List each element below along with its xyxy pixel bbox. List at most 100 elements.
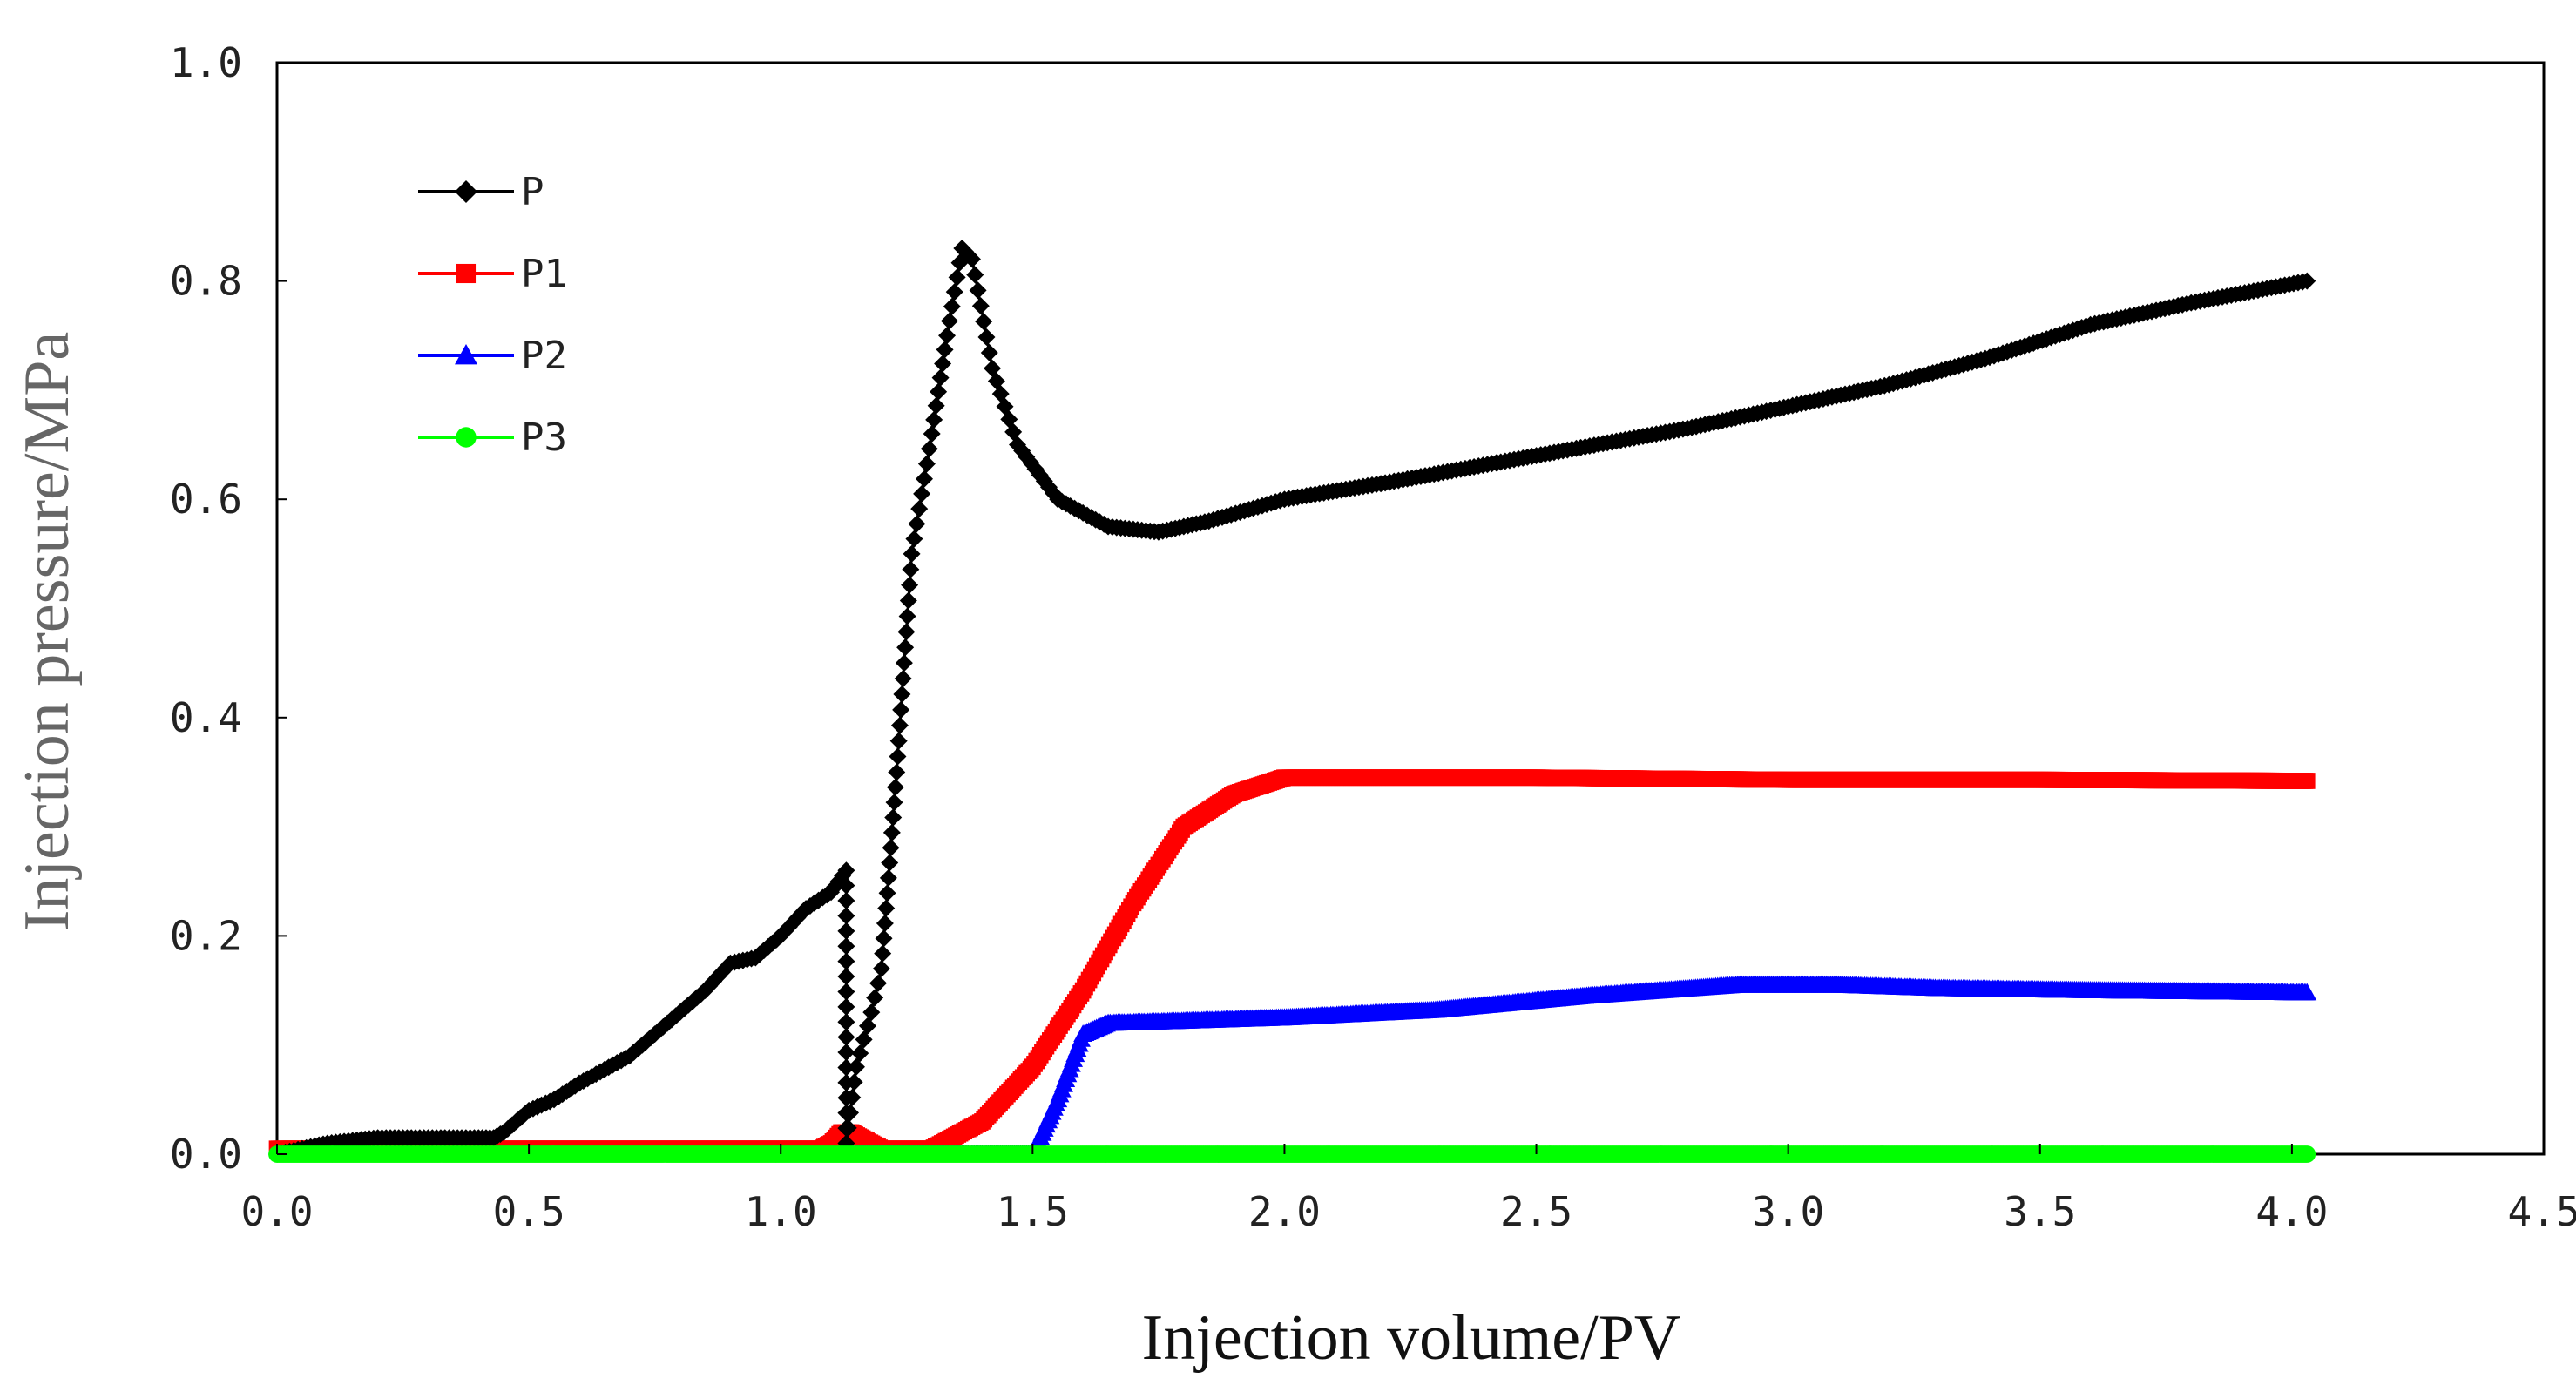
y-tick-label: 0.8 xyxy=(170,258,242,305)
legend-item: P xyxy=(418,170,544,214)
x-axis-label: Injection volume/PV xyxy=(1142,1302,1681,1374)
x-axis-ticks: 0.0 0.5 1.0 1.5 2.0 2.5 3.0 3.5 4.0 4.5 xyxy=(240,1144,2576,1235)
data-point xyxy=(855,1030,873,1049)
series-layer xyxy=(268,240,2317,1163)
data-point xyxy=(837,1013,855,1031)
data-point xyxy=(910,500,929,518)
legend-item: P1 xyxy=(418,252,567,296)
data-point xyxy=(839,1118,857,1137)
data-point xyxy=(837,861,855,880)
legend-item: P3 xyxy=(418,416,567,460)
x-tick-label: 4.0 xyxy=(2255,1188,2328,1235)
x-tick-label: 3.5 xyxy=(2004,1188,2076,1235)
x-tick-label: 2.0 xyxy=(1248,1188,1321,1235)
y-tick-label: 0.6 xyxy=(170,476,242,523)
data-point xyxy=(899,591,917,610)
data-point xyxy=(913,484,931,503)
data-point xyxy=(889,732,908,750)
x-tick-label: 1.0 xyxy=(745,1188,817,1235)
data-point xyxy=(878,884,896,902)
data-point xyxy=(837,937,855,956)
data-point xyxy=(837,952,855,970)
legend-label: P1 xyxy=(521,252,567,296)
data-point xyxy=(892,700,910,719)
data-point xyxy=(927,396,945,415)
data-point xyxy=(875,929,893,948)
data-point xyxy=(851,1044,869,1063)
data-point xyxy=(837,1028,855,1046)
data-point xyxy=(879,868,897,887)
legend-marker xyxy=(456,263,477,284)
data-point xyxy=(905,530,923,548)
legend-label: P3 xyxy=(521,416,567,460)
data-point xyxy=(837,907,855,925)
data-point xyxy=(869,974,888,992)
data-point xyxy=(884,808,903,827)
y-tick-label: 1.0 xyxy=(170,39,242,86)
x-tick-label: 1.5 xyxy=(997,1188,1069,1235)
data-point xyxy=(893,685,911,703)
data-point xyxy=(866,989,884,1007)
data-point xyxy=(837,997,855,1016)
series-p3 xyxy=(268,1145,2316,1163)
legend-item: P2 xyxy=(418,334,567,378)
data-point xyxy=(945,283,963,301)
data-point xyxy=(903,544,921,563)
data-point xyxy=(888,763,906,781)
data-point xyxy=(2298,1145,2316,1163)
data-point xyxy=(2298,773,2316,789)
data-point xyxy=(897,623,916,641)
data-point xyxy=(917,455,936,473)
y-axis-label: Injection pressure/MPa xyxy=(11,332,83,931)
legend: P P1 P2 P3 xyxy=(418,170,567,460)
data-point xyxy=(837,892,855,910)
data-point xyxy=(872,959,890,977)
data-point xyxy=(843,1088,862,1106)
data-point xyxy=(934,355,952,373)
data-point xyxy=(963,250,981,268)
legend-marker xyxy=(455,344,477,365)
data-point xyxy=(858,1017,876,1035)
y-tick-label: 0.4 xyxy=(170,694,242,741)
data-point xyxy=(886,778,904,796)
data-point xyxy=(837,983,855,1001)
data-point xyxy=(940,312,958,330)
data-point xyxy=(842,1104,860,1122)
data-point xyxy=(877,899,896,917)
data-point xyxy=(881,854,899,872)
data-point xyxy=(882,823,901,841)
legend-label: P2 xyxy=(521,334,567,378)
data-point xyxy=(885,794,903,812)
y-axis-ticks: 0.0 0.2 0.4 0.6 0.8 1.0 xyxy=(170,39,287,1178)
data-point xyxy=(2297,983,2317,1001)
x-tick-label: 0.0 xyxy=(240,1188,313,1235)
data-point xyxy=(894,670,912,688)
data-point xyxy=(2298,272,2316,290)
data-point xyxy=(901,576,919,594)
data-point xyxy=(898,607,916,625)
data-point xyxy=(837,1058,855,1077)
data-point xyxy=(837,922,855,940)
x-tick-label: 3.0 xyxy=(1752,1188,1824,1235)
legend-label: P xyxy=(521,170,544,214)
data-point xyxy=(969,281,987,300)
data-point xyxy=(896,638,915,657)
data-point xyxy=(966,266,984,284)
x-tick-label: 2.5 xyxy=(1500,1188,1572,1235)
data-point xyxy=(916,470,934,488)
data-point xyxy=(895,654,913,672)
data-point xyxy=(890,716,909,734)
data-point xyxy=(938,327,957,345)
data-point xyxy=(931,368,950,387)
y-tick-label: 0.2 xyxy=(170,912,242,959)
x-tick-label: 4.5 xyxy=(2507,1188,2576,1235)
data-point xyxy=(847,1057,865,1076)
legend-marker xyxy=(456,427,477,448)
data-point xyxy=(874,944,892,963)
data-point xyxy=(908,515,926,533)
data-point xyxy=(948,268,966,287)
data-point xyxy=(882,839,900,857)
data-point xyxy=(971,297,990,315)
data-point xyxy=(930,382,948,401)
